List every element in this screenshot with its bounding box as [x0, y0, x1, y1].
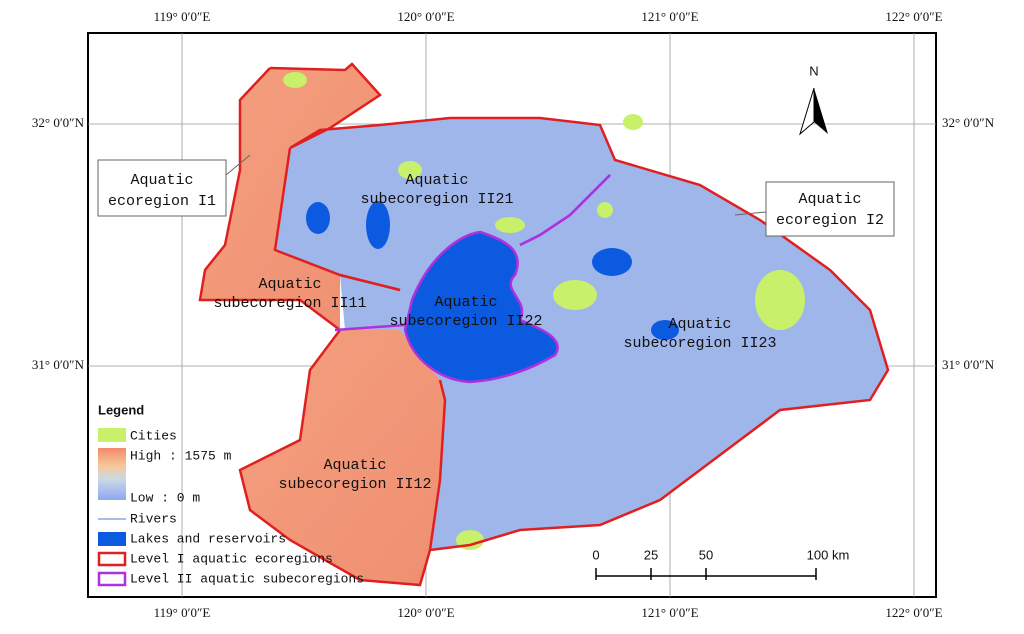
callout-label: Aquatic	[130, 172, 193, 189]
region-label: subecoregion II22	[389, 313, 542, 330]
legend-item: Rivers	[130, 511, 177, 526]
scale-label: 25	[644, 547, 658, 562]
scale-label: 100 km	[807, 547, 850, 562]
left-coord: 31° 0′0″N	[32, 357, 85, 372]
legend-item: Lakes and reservoirs	[130, 531, 286, 546]
region-label: Aquatic	[258, 276, 321, 293]
region-label: Aquatic	[323, 457, 386, 474]
region-label: subecoregion II11	[213, 295, 366, 312]
region-label: subecoregion II12	[278, 476, 431, 493]
level-ii-boundary-3	[334, 323, 406, 332]
bottom-coord: 122° 0′0″E	[885, 605, 942, 620]
north-label: N	[809, 63, 818, 78]
level-i-inner-3	[428, 379, 447, 551]
lakes	[306, 201, 679, 382]
lake-boundary	[403, 230, 559, 384]
region-i1-north	[200, 64, 380, 330]
right-coord: 31° 0′0″N	[942, 357, 995, 372]
level-ii-boundary-2	[519, 174, 611, 247]
right-coord: 32° 0′0″N	[942, 115, 995, 130]
callout-label: ecoregion I1	[108, 193, 216, 210]
left-coord: 32° 0′0″N	[32, 115, 85, 130]
regions	[198, 62, 890, 587]
region-label: subecoregion II23	[623, 335, 776, 352]
bottom-coord: 120° 0′0″E	[397, 605, 454, 620]
top-coord: 121° 0′0″E	[641, 9, 698, 24]
region-label: Aquatic	[405, 172, 468, 189]
callout-boxes	[97, 154, 895, 237]
scale-label: 0	[592, 547, 599, 562]
callout-label: ecoregion I2	[776, 212, 884, 229]
level-i-inner-2	[339, 273, 401, 292]
top-coord: 119° 0′0″E	[154, 9, 211, 24]
region-i2	[275, 118, 888, 550]
level-i-boundary	[198, 62, 890, 587]
bottom-coord: 119° 0′0″E	[154, 605, 211, 620]
region-ii12	[240, 330, 445, 585]
legend-title: Legend	[98, 402, 144, 417]
scale-label: 50	[699, 547, 713, 562]
top-coord: 122° 0′0″E	[885, 9, 942, 24]
top-coord: 120° 0′0″E	[397, 9, 454, 24]
legend-item: Cities	[130, 428, 177, 443]
callout-label: Aquatic	[798, 191, 861, 208]
region-label: Aquatic	[668, 316, 731, 333]
north-arrow	[799, 87, 828, 136]
region-label: subecoregion II21	[360, 191, 513, 208]
bottom-coord: 121° 0′0″E	[641, 605, 698, 620]
legend-item: High : 1575 m	[130, 448, 232, 463]
legend-item: Level I aquatic ecoregions	[130, 551, 333, 566]
legend-symbols	[97, 428, 127, 587]
region-label: Aquatic	[434, 294, 497, 311]
legend-item: Level II aquatic subecoregions	[130, 571, 364, 586]
scale-bar	[595, 568, 817, 580]
legend-item: Low : 0 m	[130, 490, 200, 505]
